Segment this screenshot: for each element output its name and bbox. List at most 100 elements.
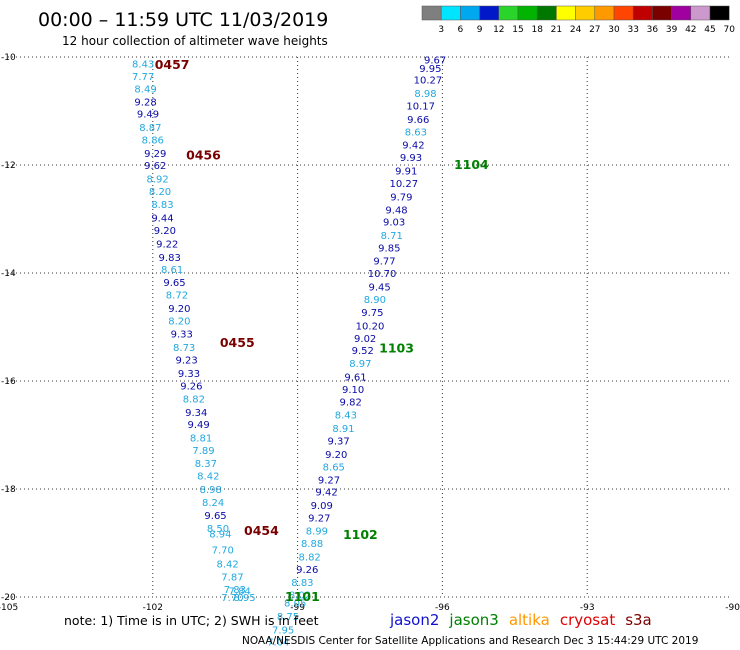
colorbar-label: 39 <box>666 25 678 35</box>
wave-height-value: 8.20 <box>149 187 171 198</box>
pass-time-label: 1104 <box>454 157 489 172</box>
wave-height-value: 9.42 <box>315 488 337 499</box>
y-tick-label: -18 <box>1 485 16 495</box>
wave-height-value: 8.61 <box>161 265 183 276</box>
wave-height-value: 9.65 <box>204 511 226 522</box>
wave-height-value: 9.27 <box>318 475 340 486</box>
wave-height-value: 9.09 <box>311 501 333 512</box>
colorbar-swatch <box>460 5 480 21</box>
colorbar-swatch <box>575 5 596 21</box>
wave-height-value: 8.98 <box>414 89 436 100</box>
wave-height-value: 8.20 <box>168 317 190 328</box>
y-tick-label: -10 <box>1 53 16 63</box>
wave-height-value: 8.05 <box>284 598 306 609</box>
pass-time-label: 0454 <box>244 523 279 538</box>
satellite-legend: jason2 jason3 altika cryosat s3a <box>389 611 652 629</box>
x-tick-label: -99 <box>290 603 305 613</box>
wave-height-value: 8.81 <box>190 434 212 445</box>
wave-height-value: 8.42 <box>216 560 238 571</box>
wave-height-value: 9.34 <box>185 408 207 419</box>
wave-height-value: 8.87 <box>139 123 161 134</box>
wave-height-value: 9.28 <box>134 97 156 108</box>
wave-height-value: 10.27 <box>414 76 443 87</box>
colorbar-label: 15 <box>512 25 523 35</box>
wave-height-value: 8.63 <box>405 128 427 139</box>
wave-height-value: 8.75 <box>277 612 299 623</box>
colorbar-swatch <box>517 5 538 21</box>
colorbar-label: 24 <box>570 25 582 35</box>
legend-jason2: jason2 <box>389 611 439 629</box>
wave-height-value: 8.97 <box>349 359 371 370</box>
colorbar-swatch <box>556 5 576 21</box>
pass-time-label: 1102 <box>343 527 378 542</box>
wave-height-value: 9.82 <box>340 398 362 409</box>
chart-title: 00:00 – 11:59 UTC 11/03/2019 <box>38 9 328 31</box>
colorbar-label: 45 <box>704 25 715 35</box>
wave-height-value: 9.79 <box>390 192 412 203</box>
pass-time-label: 1103 <box>379 341 414 356</box>
wave-height-value: 8.71 <box>381 231 403 242</box>
colorbar-label: 27 <box>589 25 600 35</box>
colorbar-label: 30 <box>608 25 620 35</box>
wave-height-value: 8.99 <box>306 527 328 538</box>
wave-height-value: 8.43 <box>132 59 154 70</box>
colorbar-label: 9 <box>477 25 483 35</box>
wave-height-value: 8.73 <box>173 343 195 354</box>
wave-height-value: 9.42 <box>402 140 424 151</box>
wave-height-value: 9.23 <box>175 355 197 366</box>
wave-height-value: 9.75 <box>361 308 383 319</box>
y-tick-label: -16 <box>1 377 16 387</box>
axis-labels: -105 -102 -99 -96 -93 -90 -10 -12 -14 -16 -18 -20 <box>0 53 740 613</box>
data-points: 8.43 7.778.49 9.28 9.49 8.87 8.86 9.299.62 8.92… <box>132 56 446 650</box>
colorbar-swatch <box>709 5 730 21</box>
wave-height-value: 9.26 <box>296 565 318 576</box>
wave-height-value: 9.27 <box>308 514 330 525</box>
wave-height-value: 9.49 <box>137 110 159 121</box>
wave-height-value: 9.37 <box>327 436 349 447</box>
legend-altika: altika <box>509 611 550 629</box>
colorbar-swatch <box>479 5 500 21</box>
legend-s3a: s3a <box>625 611 652 629</box>
wave-height-value: 9.62 <box>144 161 166 172</box>
wave-height-value: 9.20 <box>325 450 347 461</box>
time-labels: 0457 0456 0455 0454 1104 1103 1102 1101 <box>155 57 489 604</box>
wave-height-value: 9.91 <box>395 166 417 177</box>
wave-height-value: 9.45 <box>369 283 391 294</box>
wave-height-value: 7.83 <box>224 585 246 596</box>
pass-time-label: 0457 <box>155 57 190 72</box>
wave-height-value: 8.98 <box>200 485 222 496</box>
footer-note: note: 1) Time is in UTC; 2) SWH is in fe… <box>64 613 319 628</box>
wave-height-value: 7.77 <box>132 72 154 83</box>
wave-height-value: 10.27 <box>389 179 418 190</box>
colorbar-swatch <box>440 5 461 21</box>
wave-height-value: 7.87 <box>221 572 243 583</box>
wave-height-value: 9.03 <box>383 218 405 229</box>
wave-height-value: 8.90 <box>364 295 386 306</box>
wave-height-value: 9.26 <box>180 381 202 392</box>
colorbar-swatch <box>632 5 653 21</box>
colorbar-label: 12 <box>493 25 504 35</box>
wave-height-value: 10.20 <box>356 321 385 332</box>
wave-height-value: 9.77 <box>373 257 395 268</box>
legend-jason3: jason3 <box>448 611 498 629</box>
wave-height-value: 7.95 <box>272 625 294 636</box>
wave-height-value: 8.86 <box>142 136 164 147</box>
x-tick-label: -102 <box>143 603 163 613</box>
x-tick-label: -93 <box>580 603 595 613</box>
wave-height-value: 9.83 <box>159 253 181 264</box>
wave-height-value: 9.22 <box>156 239 178 250</box>
wave-height-value: 9.20 <box>154 226 176 237</box>
colorbar-swatch <box>690 5 711 21</box>
x-tick-label: -96 <box>435 603 450 613</box>
wave-height-value: 8.50 <box>207 524 229 535</box>
footer-credit: NOAA/NESDIS Center for Satellite Applica… <box>242 635 698 647</box>
colorbar-label: 3 <box>438 25 444 35</box>
colorbar-swatch <box>671 5 692 21</box>
wave-height-value: 8.88 <box>301 539 323 550</box>
wave-height-value: 9.61 <box>344 373 366 384</box>
wave-height-value: 8.82 <box>299 553 321 564</box>
wave-height-value: 7.70 <box>212 545 234 556</box>
wave-height-value: 8.92 <box>146 175 168 186</box>
